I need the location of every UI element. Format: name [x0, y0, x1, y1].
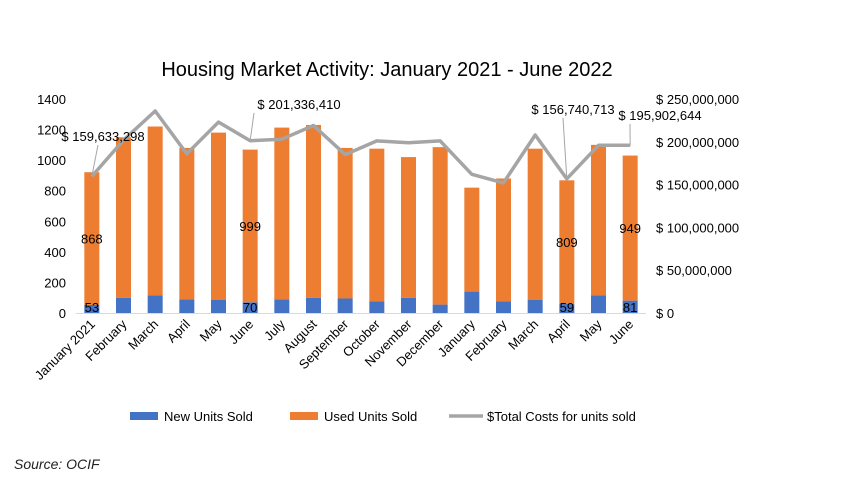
cost-annotation: $ 159,633,298	[61, 129, 144, 144]
right-axis-tick-label: $ 100,000,000	[656, 220, 739, 235]
bar-used-units	[369, 148, 385, 302]
bar-used-units	[84, 172, 100, 305]
bar-used-units	[179, 147, 195, 300]
bar-used-units	[147, 126, 163, 296]
data-label-new-units: 59	[560, 300, 574, 315]
x-axis-tick-label: May	[197, 316, 225, 344]
annotation-leader-line	[249, 112, 255, 141]
bar-new-units	[337, 298, 353, 313]
bar-used-units	[591, 144, 606, 296]
right-axis-tick-label: $ 50,000,000	[656, 263, 732, 278]
plot-area: 0 200 400 600 800 1000 1200 1400 $ 0 $ 50,000,000…	[32, 92, 739, 383]
bar-new-units	[527, 300, 543, 313]
cost-annotation: $ 195,902,644	[618, 108, 701, 123]
left-axis-tick-label: 1200	[37, 123, 66, 138]
bar-used-units	[211, 132, 226, 301]
right-axis-tick-label: $ 200,000,000	[656, 135, 739, 150]
right-axis-tick-label: $ 150,000,000	[656, 178, 739, 193]
cost-annotation: $ 156,740,713	[531, 102, 614, 117]
chart-title: Housing Market Activity: January 2021 - …	[161, 59, 612, 81]
x-axis-tick-label: April	[544, 316, 573, 345]
x-axis-tick-label: July	[261, 316, 288, 343]
legend-label: Used Units Sold	[324, 409, 417, 424]
data-label-used-units: 949	[619, 221, 641, 236]
x-axis-tick-label: March	[125, 317, 161, 353]
left-axis-tick-label: 0	[59, 306, 66, 321]
bar-new-units	[84, 304, 100, 313]
cost-annotation: $ 201,336,410	[257, 97, 340, 112]
data-label-used-units: 999	[239, 219, 261, 234]
data-label-new-units: 70	[243, 300, 257, 315]
bar-used-units	[274, 127, 290, 300]
bar-used-units	[559, 180, 575, 304]
x-axis-tick-label: June	[226, 317, 257, 348]
bar-used-units	[116, 137, 131, 298]
bar-used-units	[242, 149, 258, 303]
data-label-used-units: 868	[81, 232, 103, 247]
bar-new-units	[559, 303, 575, 313]
legend-swatch	[290, 412, 318, 420]
bar-new-units	[464, 291, 480, 313]
bar-new-units	[432, 304, 448, 313]
bar-new-units	[622, 300, 638, 313]
line-total-costs	[90, 109, 631, 185]
left-axis-tick-label: 1400	[37, 92, 66, 107]
data-label-new-units: 53	[85, 300, 99, 315]
legend-item: $Total Costs for units sold	[449, 409, 636, 424]
bar-new-units	[116, 297, 131, 313]
bar-new-units	[401, 297, 416, 313]
bar-used-units	[464, 187, 480, 292]
bar-used-units	[401, 157, 416, 298]
bar-new-units	[369, 301, 385, 313]
bar-new-units	[274, 299, 290, 313]
source-note: Source: OCIF	[14, 456, 100, 472]
x-axis-tick-label: March	[505, 317, 541, 353]
legend-swatch	[130, 412, 158, 420]
annotation-leader-line	[562, 117, 568, 179]
bar-new-units	[496, 301, 511, 313]
data-label-used-units: 809	[556, 235, 578, 250]
bar-new-units	[179, 299, 195, 313]
left-axis-tick-label: 400	[44, 245, 66, 260]
bar-used-units	[527, 148, 543, 301]
annotation-leader-line	[91, 144, 99, 177]
left-axis-tick-label: 200	[44, 275, 66, 290]
right-axis-tick-label: $ 250,000,000	[656, 92, 739, 107]
bar-used-units	[432, 147, 448, 305]
legend-label: New Units Sold	[164, 409, 253, 424]
left-axis-tick-label: 800	[44, 184, 66, 199]
x-axis-tick-label: April	[164, 316, 193, 345]
bar-used-units	[622, 155, 638, 301]
bar-new-units	[147, 295, 163, 313]
data-label-new-units: 81	[623, 300, 637, 315]
bar-new-units	[211, 300, 226, 313]
bar-new-units	[306, 297, 321, 313]
bar-used-units	[496, 178, 511, 302]
x-axis-tick-label: May	[577, 316, 605, 344]
legend-label: $Total Costs for units sold	[487, 409, 636, 424]
legend: New Units Sold Used Units Sold $Total Cost…	[130, 409, 636, 424]
left-axis-tick-label: 1000	[37, 153, 66, 168]
x-axis-tick-label: June	[606, 317, 637, 348]
bar-used-units	[337, 147, 353, 299]
right-axis-tick-label: $ 0	[656, 306, 674, 321]
legend-item: New Units Sold	[130, 409, 253, 424]
bar-new-units	[591, 295, 606, 313]
bar-used-units	[306, 124, 321, 298]
legend-item: Used Units Sold	[290, 409, 417, 424]
left-axis-tick-label: 600	[44, 214, 66, 229]
bar-new-units	[242, 302, 258, 313]
